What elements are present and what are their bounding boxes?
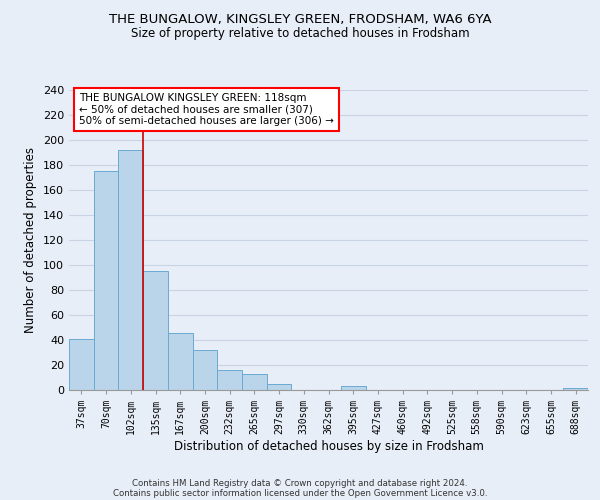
Bar <box>341 386 365 390</box>
Text: Contains public sector information licensed under the Open Government Licence v3: Contains public sector information licen… <box>113 488 487 498</box>
Bar <box>94 171 118 390</box>
Text: Size of property relative to detached houses in Frodsham: Size of property relative to detached ho… <box>131 28 469 40</box>
Text: THE BUNGALOW KINGSLEY GREEN: 118sqm
← 50% of detached houses are smaller (307)
5: THE BUNGALOW KINGSLEY GREEN: 118sqm ← 50… <box>79 93 334 126</box>
Bar <box>69 339 94 390</box>
Bar <box>217 370 242 390</box>
Bar <box>242 374 267 390</box>
Bar <box>118 150 143 390</box>
Bar <box>143 271 168 390</box>
Bar <box>193 350 217 390</box>
Text: THE BUNGALOW, KINGSLEY GREEN, FRODSHAM, WA6 6YA: THE BUNGALOW, KINGSLEY GREEN, FRODSHAM, … <box>109 12 491 26</box>
Bar <box>563 388 588 390</box>
X-axis label: Distribution of detached houses by size in Frodsham: Distribution of detached houses by size … <box>173 440 484 453</box>
Bar <box>267 384 292 390</box>
Bar <box>168 332 193 390</box>
Y-axis label: Number of detached properties: Number of detached properties <box>25 147 37 333</box>
Text: Contains HM Land Registry data © Crown copyright and database right 2024.: Contains HM Land Registry data © Crown c… <box>132 478 468 488</box>
